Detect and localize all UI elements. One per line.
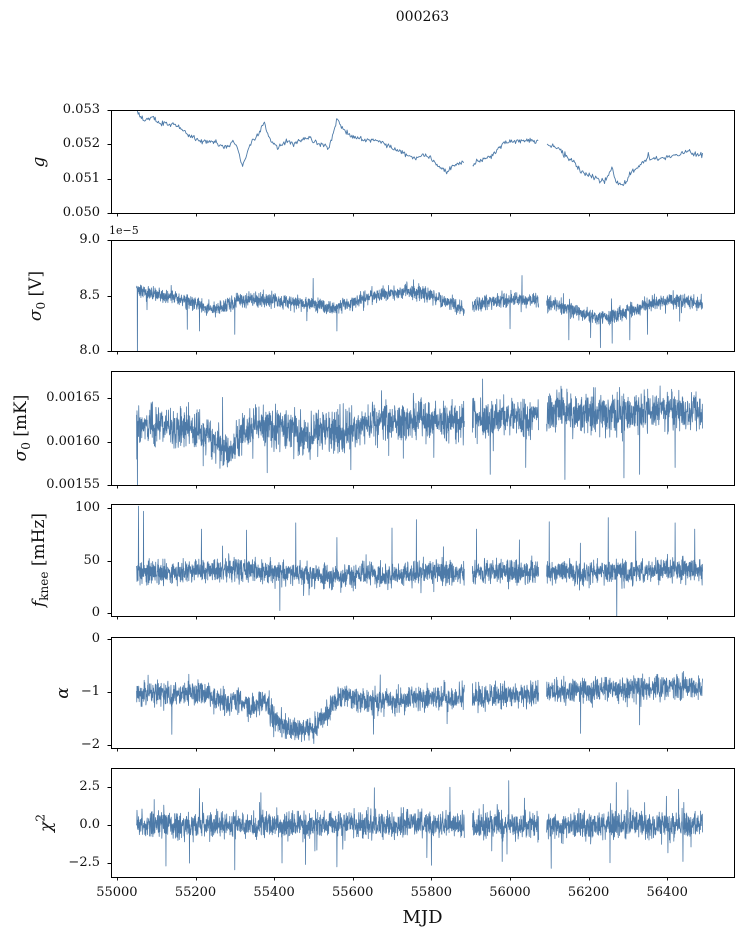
y-tick-label: 0.0 <box>79 817 100 832</box>
y-axis-label: α <box>53 686 73 699</box>
y-tick-label: 0.051 <box>62 170 100 186</box>
y-axis-label: σ0 [mK] <box>10 394 34 462</box>
x-tick-label: 55800 <box>410 885 453 900</box>
x-tick-label: 55000 <box>96 885 138 900</box>
y-tick-label: 0.00155 <box>46 476 100 492</box>
y-axis-label: σ0 [V] <box>25 270 49 321</box>
x-tick-label: 56400 <box>646 885 688 900</box>
x-tick-label: 55600 <box>332 885 374 900</box>
y-tick-label: −2 <box>80 736 100 752</box>
y-tick-label: 0.053 <box>62 102 100 117</box>
x-tick-label: 56000 <box>489 885 531 900</box>
x-axis-label: MJD <box>402 907 443 928</box>
y-tick-label: 9.0 <box>79 232 100 247</box>
x-tick-label: 55400 <box>253 885 295 900</box>
y-tick-label: −1 <box>80 683 100 699</box>
x-tick-label: 55200 <box>174 885 217 900</box>
y-tick-label: 50 <box>83 552 100 568</box>
y-tick-label: 100 <box>75 500 100 516</box>
chart-title: 000263 <box>395 9 450 25</box>
y-axis-label: χ2 <box>33 813 57 832</box>
y-tick-label: 2.5 <box>79 779 100 794</box>
y-tick-label: 0 <box>91 631 100 646</box>
y-tick-label: 0.050 <box>62 205 100 220</box>
y-axis-label: g <box>29 156 49 167</box>
y-axis-label: fknee [mHz] <box>28 512 52 608</box>
y-axis-offset-text: 1e−5 <box>109 224 139 237</box>
y-tick-label: 0.052 <box>62 136 100 152</box>
x-tick-label: 56200 <box>567 885 610 900</box>
y-tick-label: −2.5 <box>68 855 100 870</box>
y-tick-label: 0.00160 <box>46 433 100 449</box>
y-tick-label: 8.5 <box>79 287 100 303</box>
y-tick-label: 0 <box>91 604 100 620</box>
y-tick-label: 8.0 <box>79 343 100 358</box>
y-tick-label: 0.00165 <box>46 390 100 406</box>
